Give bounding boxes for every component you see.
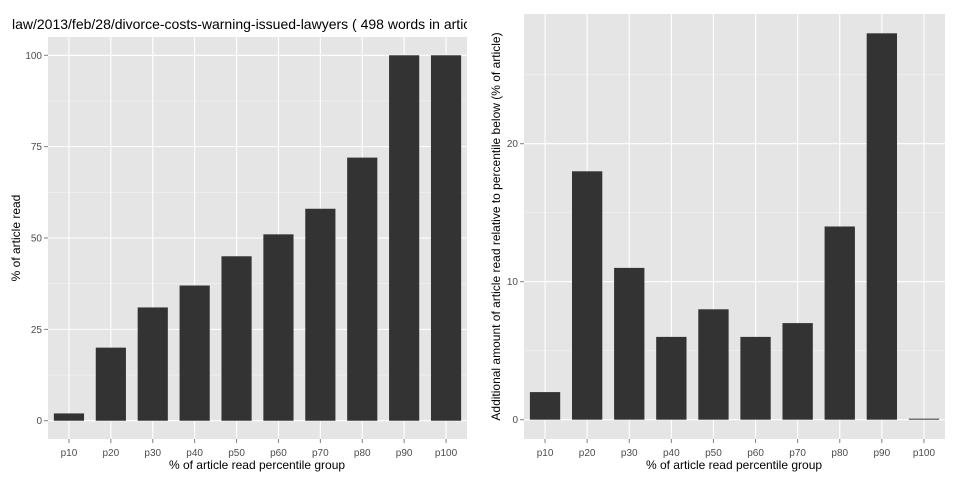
bar-p100 (430, 55, 462, 421)
bar-p80 (824, 226, 855, 420)
right-chart: 0 10 20 p10 p20 p30 p40 p50 p60 p70 p80 p90 p100 % of… (489, 14, 945, 472)
x-tick-label: p10 (537, 448, 554, 459)
bar-p70 (782, 323, 813, 420)
y-tick-label: 0 (36, 416, 42, 427)
x-tick-label: p20 (103, 448, 120, 459)
chart-title: law/2013/feb/28/divorce-costs-warning-is… (12, 16, 470, 32)
bar-p20 (95, 347, 126, 421)
y-tick-label: 50 (31, 234, 43, 245)
bar-p30 (614, 267, 645, 420)
bar-p50 (221, 256, 252, 421)
bar-p40 (179, 285, 210, 421)
y-axis-title: Additional amount of article read relati… (489, 32, 503, 420)
x-tick-label: p80 (831, 448, 848, 459)
x-tick-label: p60 (747, 448, 764, 459)
x-tick-label: p90 (874, 448, 891, 459)
y-tick-label: 0 (512, 415, 518, 426)
x-tick-label: p30 (144, 448, 161, 459)
y-tick-label: 75 (31, 142, 43, 153)
x-tick-label: p100 (435, 448, 458, 459)
x-tick-label: p100 (913, 448, 936, 459)
y-tick-label: 20 (507, 139, 519, 150)
x-tick-label: p70 (789, 448, 806, 459)
y-tick-label: 25 (31, 325, 43, 336)
bar-p10 (53, 413, 85, 421)
x-tick-label: p50 (228, 448, 245, 459)
y-axis-title: % of article read (9, 195, 23, 282)
x-tick-label: p90 (396, 448, 413, 459)
bar-p90 (389, 55, 420, 421)
x-tick-label: p70 (312, 448, 329, 459)
bar-p80 (347, 157, 378, 421)
bar-p70 (305, 208, 336, 421)
x-axis-title: % of article read percentile group (169, 458, 345, 472)
bar-p20 (571, 171, 603, 420)
bar-p90 (866, 33, 898, 420)
bar-p60 (740, 336, 771, 420)
x-tick-label: p20 (579, 448, 596, 459)
x-tick-label: p80 (354, 448, 371, 459)
bar-p40 (656, 336, 687, 420)
bar-p50 (698, 309, 729, 420)
left-chart: 0 25 50 75 100 p10 p20 p30 p40 p50 p60 p70 p80 p90 p10… (9, 16, 470, 472)
bar-p60 (263, 234, 294, 421)
bar-p100 (908, 418, 940, 420)
x-tick-label: p10 (61, 448, 78, 459)
y-tick-label: 10 (507, 277, 519, 288)
bar-p10 (529, 392, 561, 420)
x-axis-title: % of article read percentile group (646, 458, 822, 472)
x-tick-label: p50 (705, 448, 722, 459)
y-tick-label: 100 (25, 51, 42, 62)
x-tick-label: p60 (270, 448, 287, 459)
x-tick-label: p40 (663, 448, 680, 459)
x-tick-label: p30 (621, 448, 638, 459)
x-tick-label: p40 (186, 448, 203, 459)
bar-p30 (137, 307, 168, 421)
